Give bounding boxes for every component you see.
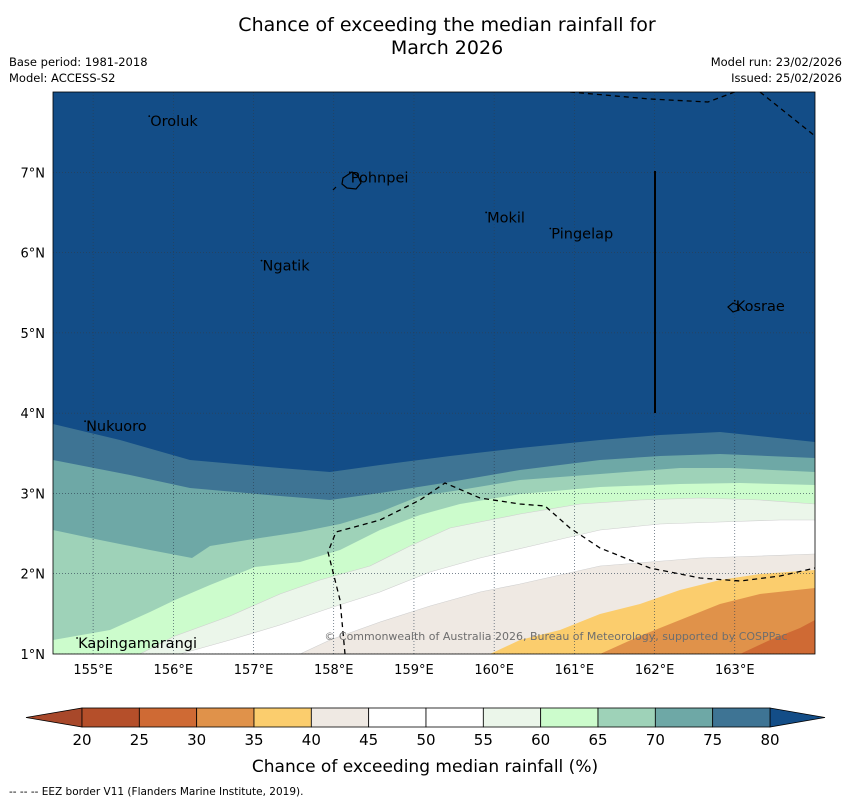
colorbar-tick-label: 35 (244, 731, 263, 749)
x-tick-label: 160°E (474, 663, 514, 678)
colorbar-swatch (253, 707, 312, 728)
x-tick-label: 157°E (234, 663, 274, 678)
eez-border-north (569, 92, 815, 137)
y-tick-label: 1°N (21, 648, 46, 663)
issued-date: Issued: 25/02/2026 (731, 71, 842, 85)
colorbar-swatch (425, 707, 484, 728)
place-label: Kapingamarangi (78, 636, 197, 652)
colorbar-swatch (310, 707, 370, 728)
y-tick-label: 7°N (21, 166, 46, 181)
colorbar-tick-label: 65 (588, 731, 607, 749)
base-period: Base period: 1981-2018 (9, 55, 148, 69)
y-tick-label: 4°N (21, 407, 46, 422)
colorbar-tick-label: 45 (359, 731, 378, 749)
place-label: Kosrae (736, 299, 785, 315)
colorbar-swatch (654, 707, 714, 728)
band-30-35 (600, 588, 815, 654)
x-tick-label: 158°E (314, 663, 354, 678)
colorbar-swatch (138, 707, 198, 728)
colorbar-tick-label: 70 (646, 731, 665, 749)
place-label: Ngatik (263, 259, 311, 275)
y-tick-label: 5°N (21, 327, 46, 342)
model-run: Model run: 23/02/2026 (710, 55, 842, 69)
place-labels: Oroluk Pohnpei Mokil Pingelap Ngatik Kosrae Nu… (76, 114, 785, 652)
colorbar-tick-label: 75 (703, 731, 722, 749)
colorbar-swatch (712, 707, 771, 728)
colorbar-tick-label: 40 (302, 731, 321, 749)
x-tick-label: 155°E (73, 663, 113, 678)
colorbar-tick-label: 80 (760, 731, 779, 749)
x-tick-label: 159°E (394, 663, 434, 678)
colorbar-under-arrow (25, 707, 83, 728)
colorbar-tick-label: 60 (531, 731, 550, 749)
x-tick-label: 156°E (154, 663, 194, 678)
colorbar-over-arrow (769, 707, 826, 728)
place-marker (485, 211, 488, 214)
colorbar-swatch (540, 707, 599, 728)
colorbar: 20 25 30 35 40 45 50 55 60 65 70 75 80 (25, 707, 826, 749)
islet-mark (332, 186, 337, 191)
colorbar-tick-label: 20 (72, 731, 91, 749)
x-tick-label: 162°E (635, 663, 675, 678)
map-area: Oroluk Pohnpei Mokil Pingelap Ngatik Kosrae Nu… (53, 92, 815, 654)
place-marker (148, 115, 151, 118)
pohnpei-island-outline (341, 171, 362, 190)
colorbar-swatch (81, 707, 140, 728)
colorbar-swatch (597, 707, 656, 728)
y-tick-label: 6°N (21, 247, 46, 262)
colorbar-tick-label: 30 (187, 731, 206, 749)
title-line-2: March 2026 (390, 37, 504, 59)
axes-labels: 155°E 156°E 157°E 158°E 159°E 160°E 161°E 162°E… (21, 166, 755, 678)
colorbar-tick-label: 50 (416, 731, 435, 749)
colorbar-swatch (196, 707, 255, 728)
colorbar-tick-label: 25 (130, 731, 149, 749)
colorbar-label: Chance of exceeding median rainfall (%) (252, 757, 598, 777)
graticule (53, 92, 815, 654)
contour-55 (53, 497, 815, 654)
colorbar-swatch (368, 707, 427, 728)
contour-50 (53, 519, 815, 654)
chart-title: Chance of exceeding the median rainfall … (0, 14, 850, 60)
y-tick-label: 2°N (21, 568, 46, 583)
place-label: Pingelap (551, 227, 613, 243)
place-marker (549, 227, 552, 230)
place-label: Mokil (487, 210, 525, 226)
colorbar-tick-label: 55 (474, 731, 493, 749)
meta-left: Base period: 1981-2018 Model: ACCESS-S2 (9, 54, 148, 86)
place-marker (260, 259, 263, 262)
x-tick-label: 163°E (715, 663, 755, 678)
place-marker (733, 299, 736, 302)
title-line-1: Chance of exceeding the median rainfall … (238, 14, 656, 36)
x-tick-label: 161°E (555, 663, 595, 678)
eez-border-south (327, 482, 815, 654)
place-label: Pohnpei (351, 170, 409, 186)
copyright-notice: © Commonwealth of Australia 2026, Bureau… (324, 630, 787, 643)
colorbar-swatch (482, 707, 542, 728)
place-marker (348, 171, 351, 174)
y-tick-label: 3°N (21, 487, 46, 502)
kosrae-island-outline (727, 302, 740, 313)
place-label: Nukuoro (86, 419, 147, 435)
meta-right: Model run: 23/02/2026 Issued: 25/02/2026 (711, 54, 842, 86)
contour-45 (299, 553, 815, 654)
place-marker (76, 637, 78, 639)
band-25-30 (740, 620, 815, 654)
eez-footnote: -- -- -- EEZ border V11 (Flanders Marine… (9, 786, 304, 798)
place-label: Oroluk (150, 114, 198, 130)
map-frame (52, 91, 816, 655)
model-name: Model: ACCESS-S2 (9, 71, 116, 85)
place-marker (84, 420, 86, 423)
